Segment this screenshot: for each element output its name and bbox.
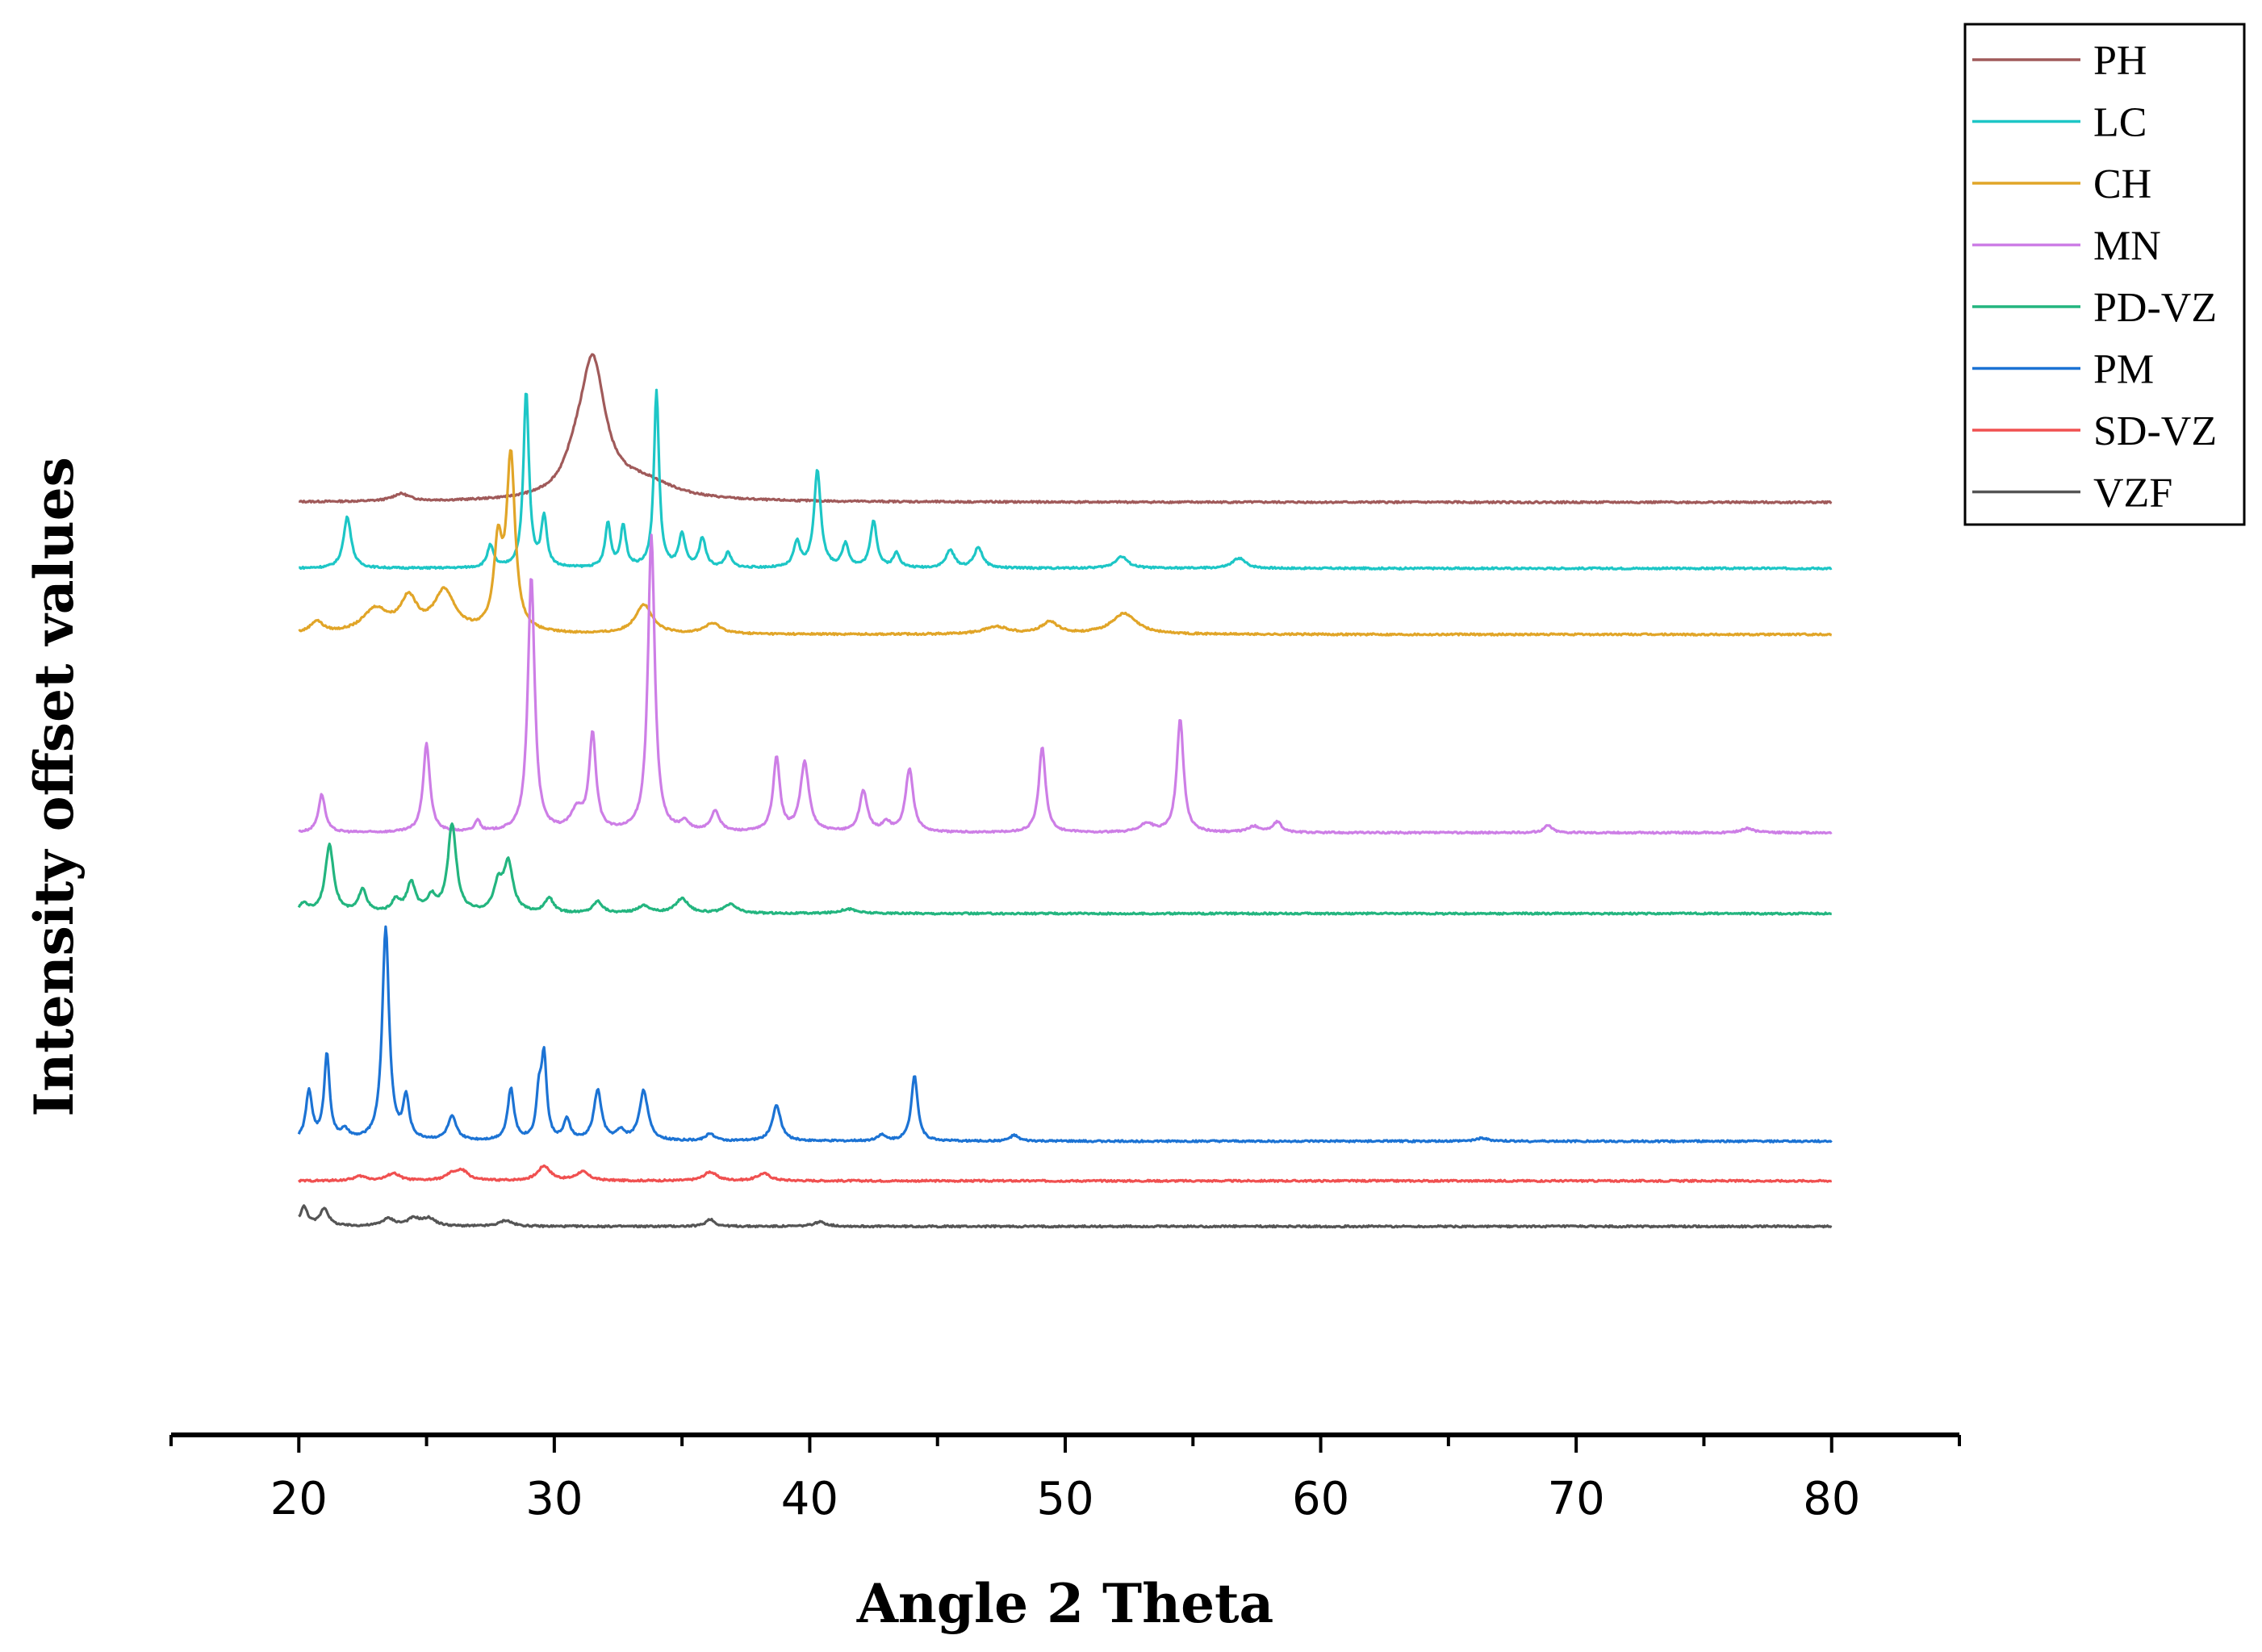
legend-label-ph: PH [2093, 38, 2147, 84]
series-line-pm [297, 925, 1833, 1144]
x-tick-label: 50 [1036, 1473, 1093, 1525]
series-line-lc [299, 388, 1833, 571]
legend-label-lc: LC [2093, 100, 2147, 146]
legend-label-sd-vz: SD-VZ [2093, 408, 2217, 454]
series-line-ch [298, 449, 1833, 637]
legend-entries: PH LC CH MN PD-VZ PM SD-VZ VZF [1972, 38, 2217, 517]
x-tick-label: 40 [781, 1473, 838, 1525]
series-layer [297, 353, 1833, 1229]
x-tick-label: 30 [525, 1473, 583, 1525]
legend-label-vzf: VZF [2093, 471, 2172, 517]
x-tick-label: 20 [270, 1473, 328, 1525]
legend-label-mn: MN [2093, 224, 2161, 270]
series-line-mn [298, 533, 1833, 835]
x-tick-label: 60 [1292, 1473, 1349, 1525]
legend-label-pm: PM [2093, 347, 2154, 393]
x-axis-ticks: 20 30 40 50 60 70 80 [169, 1435, 1961, 1525]
legend-label-ch: CH [2093, 161, 2151, 207]
legend: PH LC CH MN PD-VZ PM SD-VZ VZF [1963, 23, 2246, 526]
x-axis-title: Angle 2 Theta [856, 1572, 1274, 1635]
series-line-pd-vz [297, 822, 1832, 916]
legend-box [1963, 23, 2246, 526]
y-axis-title: Intensity offset values [23, 457, 86, 1117]
series-line-sd-vz [298, 1164, 1833, 1183]
x-tick-label: 70 [1548, 1473, 1605, 1525]
legend-label-pd-vz: PD-VZ [2093, 285, 2217, 331]
series-line-ph [298, 353, 1833, 504]
x-tick-label: 80 [1803, 1473, 1860, 1525]
series-line-vzf [298, 1204, 1833, 1229]
